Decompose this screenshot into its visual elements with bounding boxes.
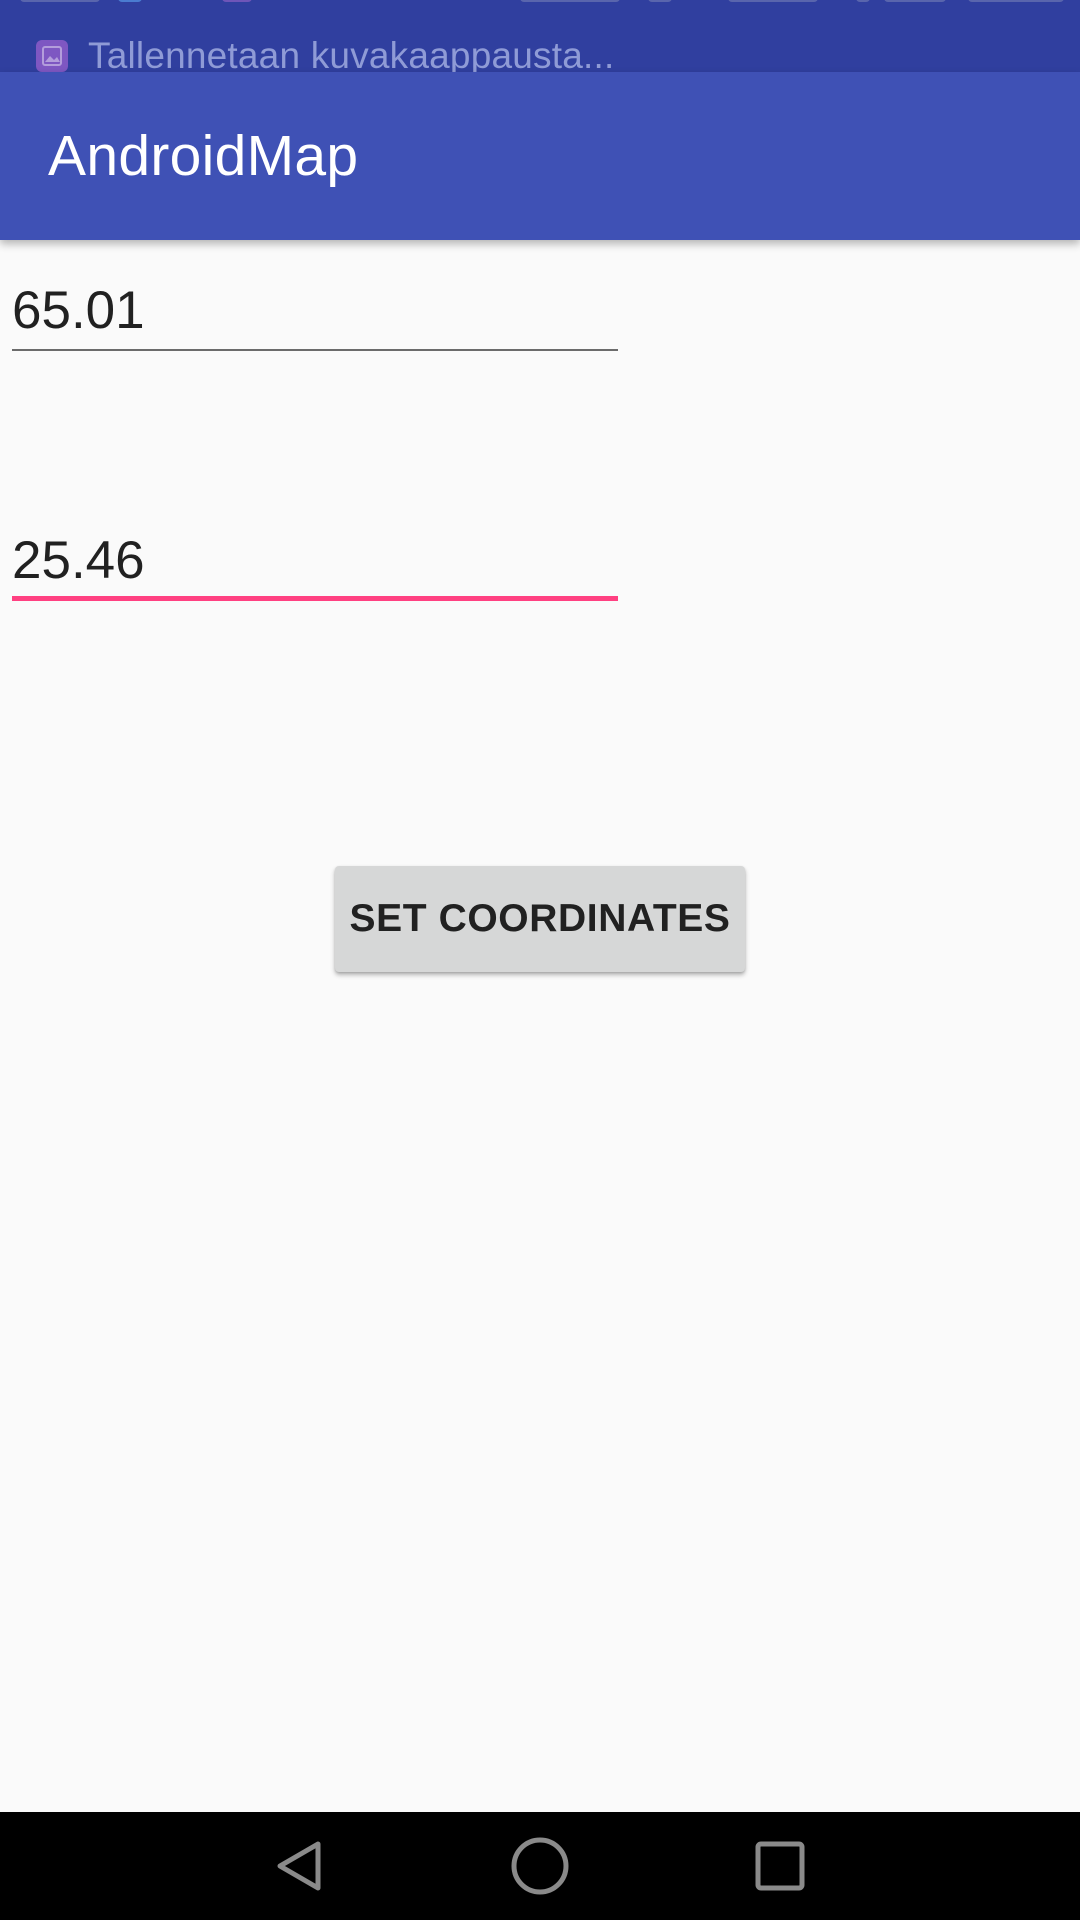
longitude-value[interactable]: 25.46 xyxy=(12,531,145,590)
longitude-input[interactable]: 25.46 xyxy=(12,520,618,606)
navigation-bar xyxy=(0,1812,1080,1920)
app-title: AndroidMap xyxy=(48,124,359,188)
back-button[interactable] xyxy=(240,1812,360,1920)
latitude-value[interactable]: 65.01 xyxy=(12,281,145,340)
notification-ticker-text: Tallennetaan kuvakaappausta... xyxy=(88,35,615,72)
status-bar: Tallennetaan kuvakaappausta... xyxy=(0,0,1080,72)
latitude-input[interactable]: 65.01 xyxy=(12,270,618,356)
latitude-underline xyxy=(12,349,618,351)
notification-ticker: Tallennetaan kuvakaappausta... xyxy=(36,34,614,72)
home-circle-icon xyxy=(511,1837,569,1895)
recents-square-icon xyxy=(755,1841,805,1891)
screenshot-icon xyxy=(36,40,68,72)
set-coordinates-button[interactable]: SET COORDINATES xyxy=(335,866,745,972)
app-bar: AndroidMap xyxy=(0,72,1080,240)
recents-button[interactable] xyxy=(720,1812,840,1920)
back-triangle-icon xyxy=(277,1841,321,1891)
home-button[interactable] xyxy=(480,1812,600,1920)
status-icons-clipped xyxy=(0,0,1080,8)
longitude-underline-focused xyxy=(12,596,618,601)
